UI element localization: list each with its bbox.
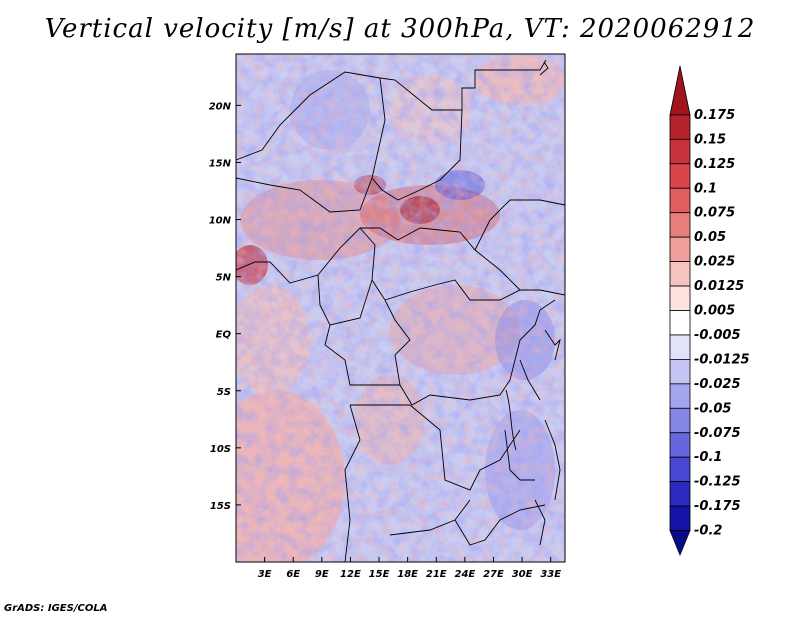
colorbar-swatch xyxy=(669,530,691,557)
lat-tick-label: 10N xyxy=(209,216,232,227)
colorbar-label: -0.005 xyxy=(694,328,741,343)
colorbar-label: -0.025 xyxy=(694,377,741,392)
lon-tick-label: 21E xyxy=(426,569,447,580)
colorbar-swatch xyxy=(669,138,691,165)
colorbar-label: 0.15 xyxy=(694,132,726,147)
colorbar-swatch xyxy=(669,236,691,262)
colorbar-swatch xyxy=(669,407,691,434)
lat-tick-label: 10S xyxy=(210,444,231,455)
lat-tick-label: 20N xyxy=(209,101,232,112)
colorbar-swatch xyxy=(669,481,691,507)
lon-tick-label: 12E xyxy=(340,569,361,580)
velocity-field xyxy=(236,54,565,562)
colorbar-swatch xyxy=(669,65,691,116)
colorbar-swatch xyxy=(669,212,691,238)
colorbar-swatch xyxy=(669,432,691,458)
colorbar-swatch xyxy=(669,358,691,385)
longitude-ticks: 3E 6E 9E 12E 15E 18E 21E 24E 27E 30E 33E xyxy=(258,557,561,580)
colorbar-label: 0.005 xyxy=(694,304,735,319)
lon-tick-label: 9E xyxy=(315,569,329,580)
colorbar-label: -0.175 xyxy=(694,499,741,514)
lon-tick-label: 6E xyxy=(286,569,300,580)
colorbar-swatch xyxy=(669,261,691,287)
lat-tick-label: EQ xyxy=(216,330,232,341)
grads-credit: GrADS: IGES/COLA xyxy=(4,603,108,614)
colorbar-swatch xyxy=(669,187,691,214)
country-borders xyxy=(236,59,565,562)
colorbar-swatch xyxy=(669,334,691,360)
colorbar-label: 0.175 xyxy=(694,108,735,123)
colorbar-label: 0.0125 xyxy=(694,279,744,294)
lat-tick-label: 15S xyxy=(210,501,231,512)
lon-tick-label: 33E xyxy=(540,569,561,580)
map-frame xyxy=(235,53,566,563)
lat-tick-label: 15N xyxy=(209,158,232,169)
latitude-ticks: 20N 15N 10N 5N EQ 5S 10S 15S xyxy=(209,101,241,512)
colorbar-swatch xyxy=(669,456,691,483)
colorbar-label: -0.1 xyxy=(694,450,722,465)
colorbar-swatch xyxy=(669,310,691,336)
colorbar-swatch xyxy=(669,114,691,140)
lon-tick-label: 15E xyxy=(369,569,390,580)
colorbar-label: 0.125 xyxy=(694,157,735,172)
lon-tick-label: 30E xyxy=(512,569,533,580)
colorbar-swatch xyxy=(669,383,691,409)
colorbar-label: -0.2 xyxy=(694,524,722,539)
colorbar-swatch xyxy=(669,163,691,189)
lon-tick-label: 3E xyxy=(258,569,272,580)
map-title: Vertical velocity [m/s] at 300hPa, VT: 2… xyxy=(44,14,756,44)
colorbar-label: 0.075 xyxy=(694,206,735,221)
lat-tick-label: 5S xyxy=(217,387,231,398)
colorbar-swatch xyxy=(669,505,691,531)
lat-tick-label: 5N xyxy=(216,273,232,284)
colorbar: 0.175 0.15 0.125 0.1 0.075 0.05 0.025 0.0125 0.0… xyxy=(669,65,750,557)
colorbar-label: -0.125 xyxy=(694,475,741,490)
lon-tick-label: 24E xyxy=(454,569,475,580)
colorbar-swatch xyxy=(669,285,691,311)
colorbar-label: -0.05 xyxy=(694,401,731,416)
colorbar-label: -0.0125 xyxy=(694,352,750,367)
colorbar-label: 0.025 xyxy=(694,255,735,270)
lon-tick-label: 18E xyxy=(397,569,418,580)
colorbar-label: -0.075 xyxy=(694,426,741,441)
colorbar-label: 0.1 xyxy=(694,181,717,196)
colorbar-label: 0.05 xyxy=(694,230,726,245)
lon-tick-label: 27E xyxy=(483,569,504,580)
